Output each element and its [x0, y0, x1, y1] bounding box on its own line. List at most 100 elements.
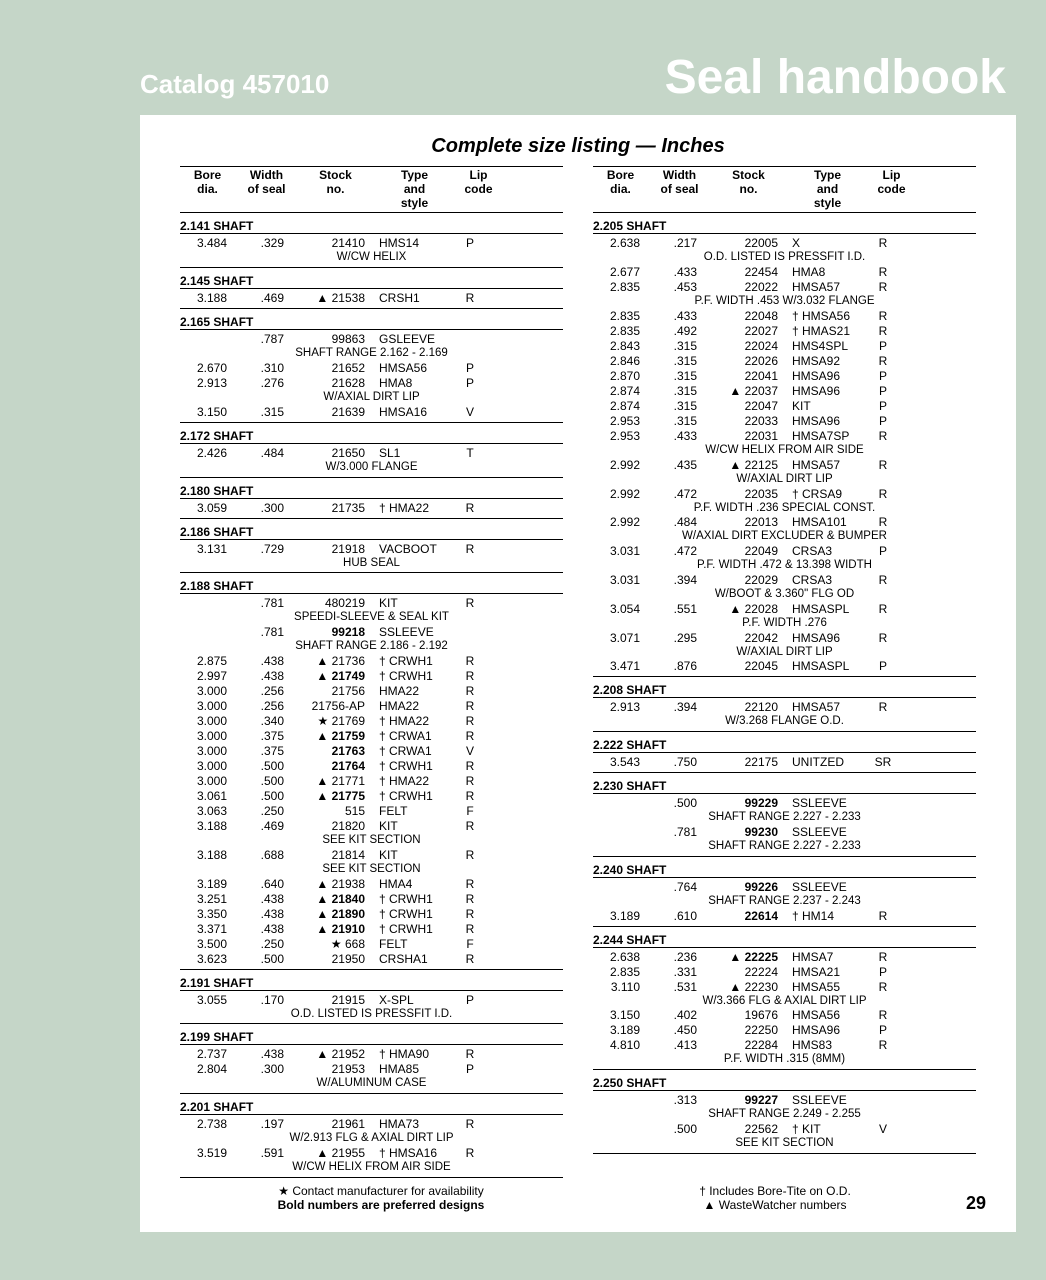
col-header: Width of seal: [652, 169, 707, 210]
cell: SSLEEVE: [788, 825, 863, 840]
data-row: 3.000.340★ 21769† HMA22R: [180, 714, 563, 729]
cell: .438: [235, 1047, 290, 1062]
data-row: 3.000.25621756-APHMA22R: [180, 699, 563, 714]
cell: .315: [648, 414, 703, 429]
cell: 22224: [703, 965, 788, 980]
cell: .450: [648, 1023, 703, 1038]
cell: P: [863, 965, 903, 980]
note-row: SHAFT RANGE 2.237 - 2.243: [593, 895, 976, 909]
cell: V: [450, 744, 490, 759]
note-row: P.F. WIDTH .472 & 13.398 WIDTH: [593, 559, 976, 573]
shaft-group-title: 2.244 SHAFT: [593, 933, 976, 948]
cell: 3.500: [180, 937, 235, 952]
cell: P: [450, 1062, 490, 1077]
shaft-group-title: 2.165 SHAFT: [180, 315, 563, 330]
cell: .781: [235, 625, 290, 640]
cell: T: [450, 446, 490, 461]
cell: † HMSA16: [375, 1146, 450, 1161]
cell: 21764: [290, 759, 375, 774]
cell: .472: [648, 544, 703, 559]
cell: P: [863, 339, 903, 354]
cell: .375: [235, 744, 290, 759]
data-row: 2.638.21722005XR: [593, 236, 976, 251]
cell: V: [450, 405, 490, 420]
cell: [593, 825, 648, 840]
cell: 99227: [703, 1093, 788, 1108]
data-row: 3.000.25621756HMA22R: [180, 684, 563, 699]
cell: X: [788, 236, 863, 251]
cell: 22041: [703, 369, 788, 384]
data-row: 2.874.31522047KITP: [593, 399, 976, 414]
cell: ▲ 22230: [703, 980, 788, 995]
data-row: 2.737.438▲ 21952† HMA90R: [180, 1047, 563, 1062]
data-row: 2.846.31522026HMSA92R: [593, 354, 976, 369]
cell: 21915: [290, 993, 375, 1008]
data-row: .76499226SSLEEVE: [593, 880, 976, 895]
cell: ▲ 21759: [290, 729, 375, 744]
cell: .217: [648, 236, 703, 251]
cell: HMA8: [375, 376, 450, 391]
cell: 3.000: [180, 699, 235, 714]
col-header: Type and style: [377, 169, 452, 210]
cell: 2.874: [593, 384, 648, 399]
cell: 2.835: [593, 309, 648, 324]
cell: ▲ 21749: [290, 669, 375, 684]
cell: 2.846: [593, 354, 648, 369]
cell: † KIT: [788, 1122, 863, 1137]
cell: † CRSA9: [788, 487, 863, 502]
cell: HMSA96: [788, 384, 863, 399]
cell: 22026: [703, 354, 788, 369]
cell: HMA73: [375, 1117, 450, 1132]
cell: R: [863, 573, 903, 588]
cell: 21735: [290, 501, 375, 516]
cell: .250: [235, 937, 290, 952]
cell: .492: [648, 324, 703, 339]
cell: 99229: [703, 796, 788, 811]
cell: 2.804: [180, 1062, 235, 1077]
col-header: Stock no.: [711, 169, 786, 210]
data-row: 2.835.45322022HMSA57R: [593, 280, 976, 295]
cell: R: [450, 922, 490, 937]
cell: R: [450, 654, 490, 669]
cell: R: [863, 236, 903, 251]
data-row: 2.913.39422120HMSA57R: [593, 700, 976, 715]
cell: R: [450, 952, 490, 967]
cell: 2.992: [593, 487, 648, 502]
cell: 3.000: [180, 774, 235, 789]
cell: 22048: [703, 309, 788, 324]
data-row: 3.188.68821814KITR: [180, 848, 563, 863]
cell: HMSA101: [788, 515, 863, 530]
cell: .340: [235, 714, 290, 729]
cell: HMSA96: [788, 631, 863, 646]
cell: 22033: [703, 414, 788, 429]
data-row: 3.061.500▲ 21775† CRWH1R: [180, 789, 563, 804]
cell: 22454: [703, 265, 788, 280]
shaft-group-title: 2.201 SHAFT: [180, 1100, 563, 1115]
cell: [593, 1093, 648, 1108]
legend-star: ★ Contact manufacturer for availability: [184, 1184, 578, 1198]
cell: HMSA16: [375, 405, 450, 420]
cell: 3.471: [593, 659, 648, 674]
note-row: W/AXIAL DIRT LIP: [593, 473, 976, 487]
shaft-group-title: 2.191 SHAFT: [180, 976, 563, 991]
cell: R: [450, 501, 490, 516]
cell: 22005: [703, 236, 788, 251]
cell: HMS83: [788, 1038, 863, 1053]
cell: 22250: [703, 1023, 788, 1038]
cell: 22120: [703, 700, 788, 715]
section-title: Complete size listing — Inches: [180, 135, 976, 158]
cell: 21918: [290, 542, 375, 557]
cell: 2.638: [593, 950, 648, 965]
cell: .256: [235, 684, 290, 699]
cell: KIT: [375, 596, 450, 611]
cell: SSLEEVE: [375, 625, 450, 640]
cell: .300: [235, 501, 290, 516]
cell: CRSA3: [788, 544, 863, 559]
cell: † HMA22: [375, 501, 450, 516]
note-row: P.F. WIDTH .276: [593, 617, 976, 631]
data-row: 3.371.438▲ 21910† CRWH1R: [180, 922, 563, 937]
data-row: 3.031.39422029CRSA3R: [593, 573, 976, 588]
cell: R: [863, 602, 903, 617]
left-column: Bore dia.Width of sealStock no.Type and …: [180, 166, 563, 1178]
cell: P: [863, 414, 903, 429]
